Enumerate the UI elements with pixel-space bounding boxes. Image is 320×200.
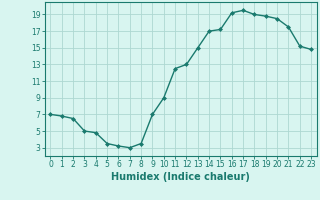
X-axis label: Humidex (Indice chaleur): Humidex (Indice chaleur) bbox=[111, 172, 250, 182]
